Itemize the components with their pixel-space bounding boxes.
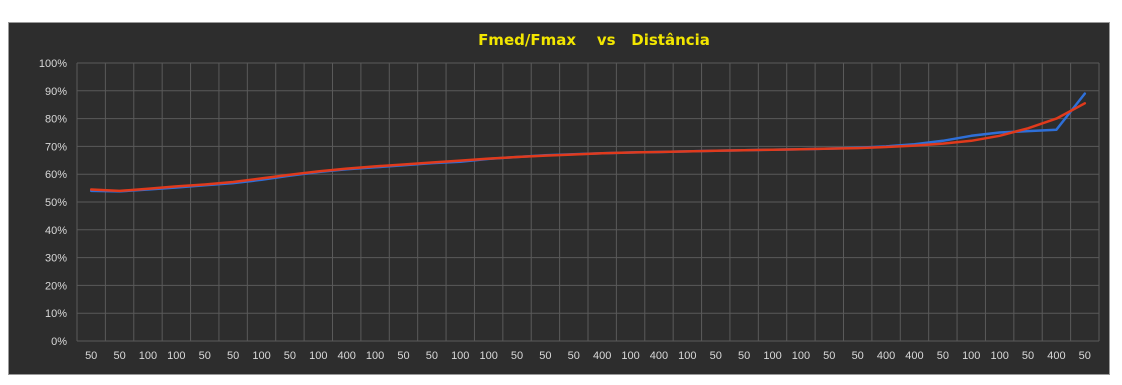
- x-tick-label: 100: [792, 350, 810, 362]
- x-tick-label: 50: [852, 350, 864, 362]
- y-tick-label: 50%: [45, 197, 67, 209]
- x-tick-label: 50: [539, 350, 551, 362]
- x-tick-label: 50: [113, 350, 125, 362]
- x-tick-label: 50: [937, 350, 949, 362]
- y-tick-label: 10%: [45, 308, 67, 320]
- x-tick-label: 400: [877, 350, 895, 362]
- y-axis-ticks: 0% 10% 20% 30% 40% 50% 60% 70% 80% 90% 100%: [39, 58, 67, 348]
- x-tick-label: 400: [650, 350, 668, 362]
- x-tick-label: 400: [593, 350, 611, 362]
- y-tick-label: 20%: [45, 280, 67, 292]
- x-tick-label: 50: [284, 350, 296, 362]
- x-tick-label: 50: [397, 350, 409, 362]
- x-tick-label: 100: [962, 350, 980, 362]
- y-tick-label: 100%: [39, 58, 67, 70]
- line-chart: 0% 10% 20% 30% 40% 50% 60% 70% 80% 90% 100% 50 50 10…: [39, 31, 1100, 362]
- grid-layer: [76, 62, 1100, 342]
- x-tick-label: 100: [252, 350, 270, 362]
- x-tick-label: 100: [366, 350, 384, 362]
- x-tick-label: 100: [167, 350, 185, 362]
- y-tick-label: 70%: [45, 141, 67, 153]
- x-tick-label: 400: [338, 350, 356, 362]
- x-tick-label: 400: [905, 350, 923, 362]
- x-tick-label: 50: [85, 350, 97, 362]
- x-tick-label: 100: [621, 350, 639, 362]
- y-tick-label: 40%: [45, 225, 67, 237]
- x-tick-label: 50: [227, 350, 239, 362]
- x-tick-label: 50: [1022, 350, 1034, 362]
- x-tick-label: 400: [1047, 350, 1065, 362]
- x-axis-ticks: 50 50 100 100 50 50 100 50 100 400 100 50 50 100 100 50…: [85, 350, 1091, 362]
- trend-series-line: [89, 102, 1087, 193]
- chart-title: Fmed/Fmax vs Distância: [478, 31, 710, 49]
- x-tick-label: 50: [1079, 350, 1091, 362]
- x-tick-label: 100: [309, 350, 327, 362]
- x-tick-label: 50: [568, 350, 580, 362]
- x-tick-label: 100: [479, 350, 497, 362]
- y-tick-label: 60%: [45, 169, 67, 181]
- x-tick-label: 100: [451, 350, 469, 362]
- x-tick-label: 100: [139, 350, 157, 362]
- x-tick-label: 50: [426, 350, 438, 362]
- x-tick-label: 50: [738, 350, 750, 362]
- y-tick-label: 0%: [51, 336, 67, 348]
- x-tick-label: 100: [990, 350, 1008, 362]
- series-layer: [89, 92, 1087, 193]
- chart-frame: 0% 10% 20% 30% 40% 50% 60% 70% 80% 90% 100% 50 50 10…: [8, 22, 1110, 375]
- plot-area: [9, 23, 1109, 374]
- y-tick-label: 90%: [45, 86, 67, 98]
- x-tick-label: 50: [823, 350, 835, 362]
- x-tick-label: 50: [199, 350, 211, 362]
- x-tick-label: 100: [678, 350, 696, 362]
- x-tick-label: 50: [710, 350, 722, 362]
- x-tick-label: 50: [511, 350, 523, 362]
- x-tick-label: 100: [763, 350, 781, 362]
- y-tick-label: 30%: [45, 253, 67, 265]
- y-tick-label: 80%: [45, 114, 67, 126]
